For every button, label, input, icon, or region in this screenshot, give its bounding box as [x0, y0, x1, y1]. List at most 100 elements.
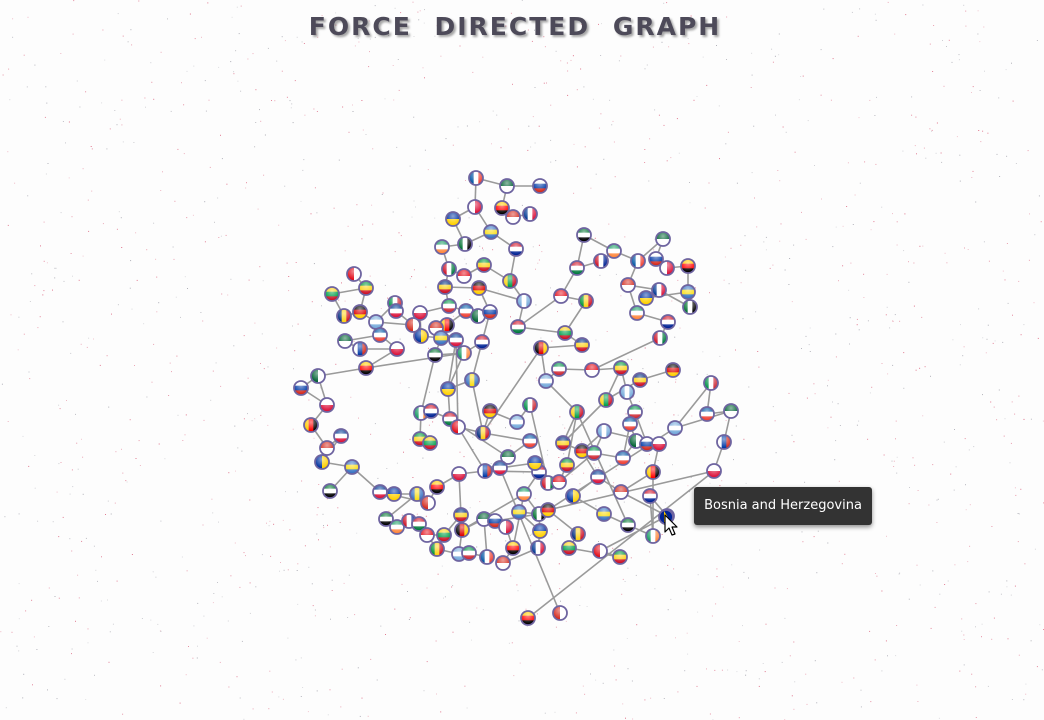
- graph-node[interactable]: [516, 293, 532, 309]
- graph-node[interactable]: [612, 549, 628, 565]
- graph-node[interactable]: [389, 519, 405, 535]
- graph-node[interactable]: [706, 463, 722, 479]
- graph-node[interactable]: [372, 327, 388, 343]
- graph-node[interactable]: [584, 362, 600, 378]
- graph-node[interactable]: [596, 423, 612, 439]
- graph-node[interactable]: [565, 488, 581, 504]
- graph-node[interactable]: [570, 526, 586, 542]
- graph-node[interactable]: [651, 436, 667, 452]
- graph-node[interactable]: [559, 457, 575, 473]
- graph-node[interactable]: [586, 445, 602, 461]
- graph-node[interactable]: [293, 380, 309, 396]
- graph-node[interactable]: [372, 484, 388, 500]
- graph-node[interactable]: [576, 227, 592, 243]
- graph-node[interactable]: [620, 277, 636, 293]
- graph-node[interactable]: [522, 206, 538, 222]
- graph-node[interactable]: [314, 454, 330, 470]
- graph-node[interactable]: [606, 243, 622, 259]
- graph-node[interactable]: [411, 516, 427, 532]
- graph-node[interactable]: [508, 241, 524, 257]
- graph-node[interactable]: [319, 397, 335, 413]
- graph-node[interactable]: [492, 460, 508, 476]
- graph-node[interactable]: [358, 280, 374, 296]
- graph-node[interactable]: [388, 303, 404, 319]
- graph-node[interactable]: [368, 314, 384, 330]
- graph-node[interactable]: [505, 209, 521, 225]
- graph-node[interactable]: [592, 543, 608, 559]
- graph-node[interactable]: [319, 440, 335, 456]
- graph-node[interactable]: [532, 523, 548, 539]
- graph-node[interactable]: [476, 511, 492, 527]
- graph-node[interactable]: [630, 253, 646, 269]
- graph-node[interactable]: [622, 416, 638, 432]
- graph-node[interactable]: [468, 170, 484, 186]
- graph-node[interactable]: [419, 527, 435, 543]
- graph-node[interactable]: [596, 506, 612, 522]
- graph-node[interactable]: [412, 305, 428, 321]
- graph-node[interactable]: [429, 479, 445, 495]
- graph-node[interactable]: [574, 337, 590, 353]
- graph-node[interactable]: [434, 239, 450, 255]
- graph-node[interactable]: [445, 211, 461, 227]
- graph-node[interactable]: [651, 282, 667, 298]
- graph-node[interactable]: [440, 381, 456, 397]
- graph-node[interactable]: [551, 361, 567, 377]
- graph-node[interactable]: [590, 469, 606, 485]
- graph-node[interactable]: [655, 231, 671, 247]
- graph-node[interactable]: [448, 332, 464, 348]
- graph-nodes[interactable]: [293, 170, 739, 626]
- graph-node[interactable]: [648, 251, 664, 267]
- graph-node[interactable]: [479, 549, 495, 565]
- graph-node[interactable]: [322, 483, 338, 499]
- graph-node[interactable]: [522, 397, 538, 413]
- graph-node[interactable]: [344, 459, 360, 475]
- graph-node[interactable]: [441, 261, 457, 277]
- graph-node[interactable]: [456, 345, 472, 361]
- graph-node[interactable]: [680, 284, 696, 300]
- graph-node[interactable]: [378, 511, 394, 527]
- graph-node[interactable]: [346, 266, 362, 282]
- graph-node[interactable]: [620, 517, 636, 533]
- graph-node[interactable]: [660, 314, 676, 330]
- graph-node[interactable]: [324, 286, 340, 302]
- graph-node[interactable]: [593, 253, 609, 269]
- graph-node[interactable]: [530, 540, 546, 556]
- graph-node[interactable]: [358, 360, 374, 376]
- graph-node[interactable]: [723, 403, 739, 419]
- graph-node[interactable]: [389, 341, 405, 357]
- graph-node[interactable]: [561, 540, 577, 556]
- graph-node[interactable]: [450, 419, 466, 435]
- graph-node[interactable]: [483, 224, 499, 240]
- graph-node[interactable]: [598, 392, 614, 408]
- graph-node[interactable]: [422, 435, 438, 451]
- graph-node[interactable]: [494, 200, 510, 216]
- graph-node[interactable]: [436, 527, 452, 543]
- graph-node[interactable]: [703, 375, 719, 391]
- graph-node[interactable]: [533, 340, 549, 356]
- graph-node[interactable]: [574, 443, 590, 459]
- graph-node[interactable]: [464, 372, 480, 388]
- graph-node[interactable]: [716, 434, 732, 450]
- graph-node[interactable]: [495, 555, 511, 571]
- graph-node[interactable]: [303, 417, 319, 433]
- graph-node[interactable]: [520, 610, 536, 626]
- graph-node[interactable]: [667, 420, 683, 436]
- graph-node[interactable]: [409, 486, 425, 502]
- graph-node[interactable]: [551, 474, 567, 490]
- graph-node[interactable]: [427, 347, 443, 363]
- graph-node[interactable]: [453, 507, 469, 523]
- graph-node[interactable]: [555, 435, 571, 451]
- graph-node[interactable]: [569, 260, 585, 276]
- graph-node[interactable]: [615, 450, 631, 466]
- graph-node[interactable]: [552, 605, 568, 621]
- graph-node[interactable]: [454, 522, 470, 538]
- graph-node[interactable]: [386, 486, 402, 502]
- graph-node[interactable]: [420, 495, 436, 511]
- graph-node[interactable]: [476, 257, 492, 273]
- graph-node[interactable]: [471, 280, 487, 296]
- graph-node[interactable]: [652, 330, 668, 346]
- graph-node[interactable]: [499, 178, 515, 194]
- graph-node[interactable]: [629, 305, 645, 321]
- graph-node[interactable]: [352, 341, 368, 357]
